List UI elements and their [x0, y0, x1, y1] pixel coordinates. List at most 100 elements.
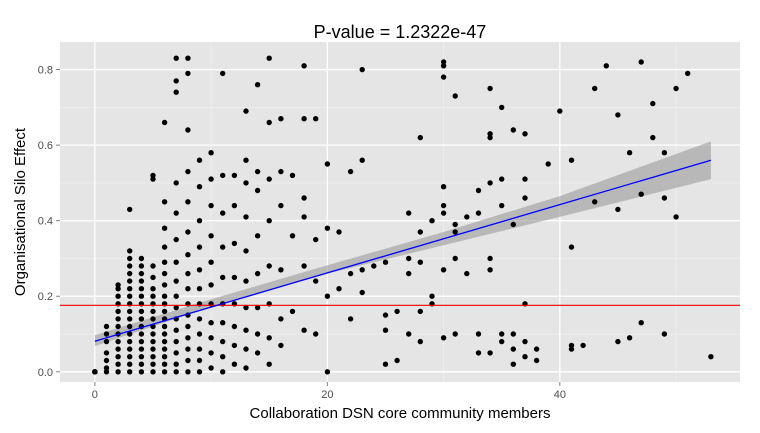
data-point [278, 116, 284, 122]
y-tick-label: 0.0 [38, 367, 53, 379]
data-point [115, 354, 121, 360]
data-point [661, 195, 668, 201]
data-point [243, 214, 249, 220]
data-point [661, 150, 668, 156]
data-point [359, 267, 365, 273]
data-point [301, 195, 307, 201]
data-point [452, 229, 458, 235]
data-point [173, 369, 179, 375]
data-point [127, 361, 133, 367]
data-point [161, 270, 168, 277]
data-point [196, 346, 203, 352]
data-point [243, 365, 249, 371]
data-point [127, 354, 133, 360]
data-point [185, 335, 191, 341]
tick-labels: 0 20 40 0.0 0.2 0.4 0.6 0.8 [38, 65, 566, 401]
data-point [150, 316, 156, 322]
data-point [266, 361, 272, 367]
data-point [115, 361, 121, 367]
data-point [254, 82, 261, 88]
data-point [161, 354, 168, 360]
data-point [138, 354, 145, 360]
data-point [127, 255, 133, 262]
data-point [266, 55, 272, 61]
data-point [533, 346, 540, 352]
data-point [220, 274, 226, 281]
data-point [313, 331, 319, 337]
data-point [161, 323, 168, 330]
data-point [115, 369, 121, 375]
data-point [499, 104, 505, 111]
data-point [254, 168, 261, 175]
data-point [301, 214, 307, 220]
data-point [475, 350, 482, 356]
data-point [673, 85, 679, 92]
data-point [336, 229, 342, 235]
data-point [301, 263, 307, 269]
data-point [313, 236, 319, 243]
data-point [487, 350, 493, 356]
data-point [185, 323, 191, 330]
data-point [452, 221, 458, 228]
data-point [185, 346, 191, 352]
data-point [231, 342, 238, 349]
data-point [220, 172, 226, 179]
data-point [254, 187, 261, 194]
data-point [661, 331, 668, 337]
data-point [103, 369, 110, 375]
data-point [359, 289, 365, 296]
data-point [475, 331, 482, 337]
y-tick-label: 0.4 [38, 216, 53, 228]
data-point [138, 316, 145, 322]
data-point [254, 233, 261, 239]
data-point [185, 168, 191, 175]
data-point [138, 346, 145, 352]
data-point [173, 180, 179, 186]
data-point [185, 70, 191, 77]
data-point [278, 202, 284, 209]
data-point [208, 176, 214, 182]
data-point [278, 316, 284, 322]
data-point [196, 244, 203, 250]
data-point [475, 187, 482, 194]
data-point [185, 199, 191, 205]
data-point [127, 263, 133, 269]
data-point [185, 252, 191, 258]
data-point [406, 210, 412, 216]
data-point [499, 331, 505, 337]
data-point [138, 255, 145, 262]
data-point [150, 176, 156, 182]
data-point [208, 320, 214, 326]
data-point [231, 202, 238, 209]
data-point [266, 218, 272, 224]
data-point [650, 100, 656, 107]
data-point [487, 134, 493, 141]
data-point [127, 278, 133, 284]
data-point [510, 221, 516, 228]
data-point [150, 293, 156, 299]
data-point [417, 229, 423, 235]
data-point [103, 338, 110, 345]
data-point [173, 89, 179, 95]
data-point [557, 108, 563, 114]
data-point [220, 70, 226, 77]
data-point [685, 70, 691, 77]
data-point [301, 116, 307, 122]
data-point [115, 282, 121, 288]
data-point [138, 308, 145, 315]
data-point [231, 361, 238, 367]
data-point [499, 176, 505, 182]
data-point [289, 172, 296, 179]
data-point [440, 184, 447, 190]
data-point [150, 263, 156, 269]
data-point [231, 240, 238, 247]
data-point [150, 369, 156, 375]
y-axis-title: Organisational Silo Effect [12, 127, 29, 296]
data-point [150, 172, 156, 179]
data-point [196, 267, 203, 273]
data-point [220, 338, 226, 345]
data-point [115, 308, 121, 315]
data-point [580, 342, 586, 349]
data-point [161, 282, 168, 288]
data-point [673, 214, 679, 220]
